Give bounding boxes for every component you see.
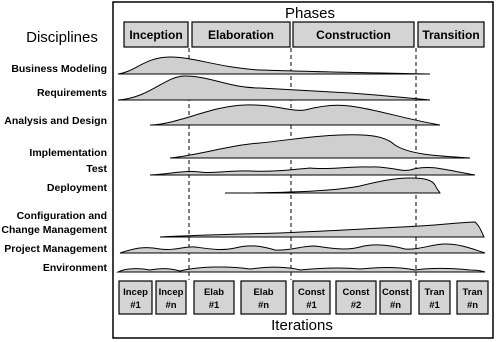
discipline-label: Change Management xyxy=(1,224,107,236)
discipline-label: Configuration and xyxy=(17,210,107,222)
iteration-box xyxy=(292,280,331,315)
phases-title: Phases xyxy=(285,5,335,22)
iteration-name: Incep xyxy=(159,287,184,298)
discipline-label: Business Modeling xyxy=(11,63,107,75)
phase-label: Construction xyxy=(316,28,391,42)
phase-boxes: Inception Elaboration Construction Transiti… xyxy=(123,21,485,48)
phase-box xyxy=(123,21,189,48)
iteration-number: #n xyxy=(467,300,478,311)
frame xyxy=(112,1,494,339)
iteration-name: Const xyxy=(382,287,410,298)
iterations-label: Iterations xyxy=(271,317,333,334)
discipline-label: Implementation xyxy=(29,147,107,159)
iteration-box xyxy=(456,280,489,315)
humps xyxy=(116,56,486,273)
iteration-box xyxy=(193,280,235,315)
iteration-box xyxy=(155,280,187,315)
iteration-number: #n xyxy=(165,300,176,311)
iteration-name: Const xyxy=(343,287,371,298)
discipline-label: Project Management xyxy=(4,243,107,255)
discipline-label: Analysis and Design xyxy=(4,115,107,127)
discipline-label: Deployment xyxy=(47,182,108,194)
iteration-name: Tran xyxy=(462,287,482,298)
disciplines-label: Disciplines xyxy=(26,29,98,46)
iteration-number: #1 xyxy=(429,300,440,311)
iteration-number: #n xyxy=(390,300,401,311)
phase-box xyxy=(417,21,485,48)
iteration-name: Incep xyxy=(123,287,148,298)
iteration-number: #2 xyxy=(351,300,362,311)
iteration-number: #1 xyxy=(306,300,317,311)
iteration-box xyxy=(118,280,153,315)
iteration-name: Const xyxy=(298,287,326,298)
iteration-number: #1 xyxy=(209,300,220,311)
discipline-label: Test xyxy=(86,163,107,175)
discipline-label: Environment xyxy=(43,262,108,274)
iteration-box xyxy=(240,280,287,315)
iteration-box xyxy=(418,280,451,315)
iteration-name: Tran xyxy=(424,287,444,298)
iteration-boxes: Incep #1 Incep #n Elab #1 Elab #n Const #1 Const #2… xyxy=(118,280,489,315)
iteration-box xyxy=(379,280,412,315)
iteration-name: Elab xyxy=(204,287,224,298)
phase-label: Elaboration xyxy=(208,28,274,42)
iteration-number: #1 xyxy=(130,300,141,311)
iteration-name: Elab xyxy=(253,287,273,298)
baselines xyxy=(118,73,485,273)
phase-label: Inception xyxy=(129,28,182,42)
discipline-label: Requirements xyxy=(37,87,107,99)
iteration-number: #n xyxy=(258,300,269,311)
iteration-box xyxy=(335,280,377,315)
phase-label: Transition xyxy=(422,28,479,42)
phase-box xyxy=(191,21,291,48)
phase-box xyxy=(292,21,415,48)
discipline-labels: Business Modeling Requirements Analysis an… xyxy=(1,63,107,274)
